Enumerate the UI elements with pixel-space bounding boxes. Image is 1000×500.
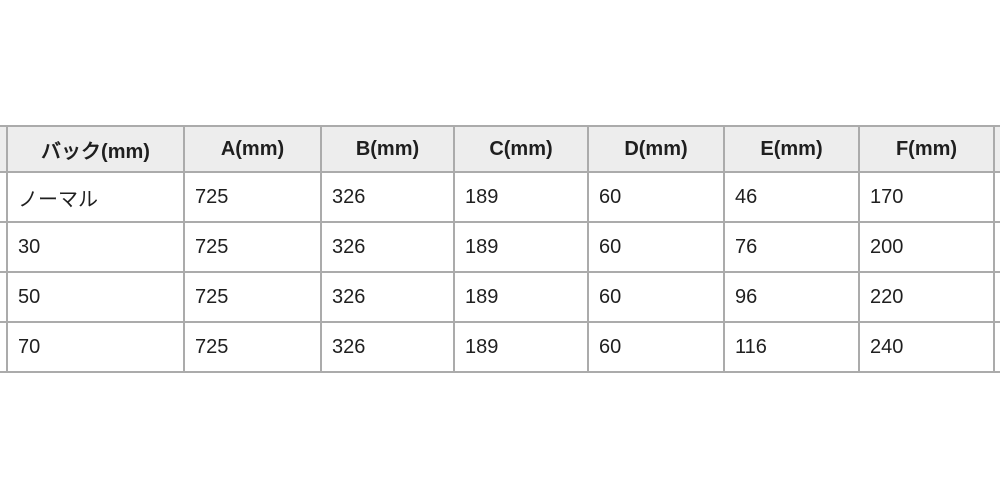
table-cell-c: 189 bbox=[453, 271, 589, 323]
edge-column-header-left bbox=[0, 125, 8, 173]
column-header-a: A(mm) bbox=[183, 125, 322, 173]
table-row: 70 725 326 189 60 116 240 bbox=[0, 321, 1000, 373]
table-cell-back: 70 bbox=[6, 321, 185, 373]
edge-column-cell bbox=[0, 221, 8, 273]
table-cell-back: 30 bbox=[6, 221, 185, 273]
table-cell-c: 189 bbox=[453, 171, 589, 223]
table-cell-a: 725 bbox=[183, 171, 322, 223]
column-header-c: C(mm) bbox=[453, 125, 589, 173]
spec-table: バック(mm) A(mm) B(mm) C(mm) D(mm) E(mm) F(… bbox=[0, 125, 1000, 373]
table-cell-f: 200 bbox=[858, 221, 995, 273]
table-cell-d: 60 bbox=[587, 171, 725, 223]
edge-column-header-right bbox=[993, 125, 1000, 173]
column-header-e: E(mm) bbox=[723, 125, 860, 173]
edge-column-cell bbox=[993, 321, 1000, 373]
edge-column-cell bbox=[993, 271, 1000, 323]
table-cell-e: 96 bbox=[723, 271, 860, 323]
table-cell-c: 189 bbox=[453, 221, 589, 273]
table-cell-e: 116 bbox=[723, 321, 860, 373]
edge-column-cell bbox=[993, 171, 1000, 223]
table-cell-b: 326 bbox=[320, 321, 455, 373]
table-row: 30 725 326 189 60 76 200 bbox=[0, 221, 1000, 273]
table-cell-a: 725 bbox=[183, 221, 322, 273]
column-header-back: バック(mm) bbox=[6, 125, 185, 173]
table-cell-back: 50 bbox=[6, 271, 185, 323]
table-cell-a: 725 bbox=[183, 321, 322, 373]
table-cell-f: 240 bbox=[858, 321, 995, 373]
table-row: 50 725 326 189 60 96 220 bbox=[0, 271, 1000, 323]
table-cell-d: 60 bbox=[587, 271, 725, 323]
column-header-d: D(mm) bbox=[587, 125, 725, 173]
table-cell-back: ノーマル bbox=[6, 171, 185, 223]
table-cell-d: 60 bbox=[587, 221, 725, 273]
column-header-f: F(mm) bbox=[858, 125, 995, 173]
edge-column-cell bbox=[0, 321, 8, 373]
table-cell-b: 326 bbox=[320, 271, 455, 323]
table-cell-b: 326 bbox=[320, 171, 455, 223]
table-cell-a: 725 bbox=[183, 271, 322, 323]
edge-column-cell bbox=[0, 171, 8, 223]
table-cell-e: 46 bbox=[723, 171, 860, 223]
table-cell-e: 76 bbox=[723, 221, 860, 273]
table-row: ノーマル 725 326 189 60 46 170 bbox=[0, 171, 1000, 223]
table-cell-f: 220 bbox=[858, 271, 995, 323]
table-cell-c: 189 bbox=[453, 321, 589, 373]
header-row: バック(mm) A(mm) B(mm) C(mm) D(mm) E(mm) F(… bbox=[0, 125, 1000, 173]
table-cell-f: 170 bbox=[858, 171, 995, 223]
table-cell-b: 326 bbox=[320, 221, 455, 273]
table-cell-d: 60 bbox=[587, 321, 725, 373]
edge-column-cell bbox=[0, 271, 8, 323]
edge-column-cell bbox=[993, 221, 1000, 273]
column-header-b: B(mm) bbox=[320, 125, 455, 173]
